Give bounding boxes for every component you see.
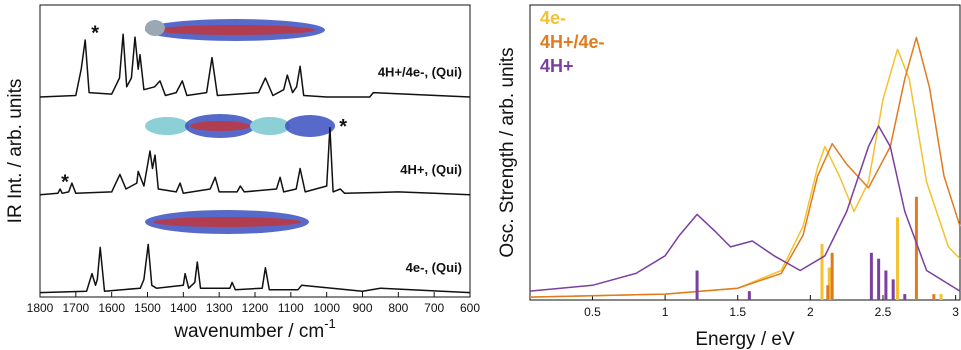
x-tick-label: 2 bbox=[807, 305, 814, 319]
molecule bbox=[145, 210, 309, 234]
molecule bbox=[145, 114, 335, 138]
y-axis-label: IR Int. / arb. units bbox=[5, 79, 26, 224]
x-tick-label: 800 bbox=[388, 301, 408, 315]
molecule bbox=[145, 19, 325, 41]
legend-entry: 4H+ bbox=[540, 56, 574, 76]
x-tick-label: 1200 bbox=[242, 301, 269, 315]
x-tick-label: 3 bbox=[952, 305, 959, 319]
y-axis-label: Osc. Strength / arb. units bbox=[497, 47, 518, 257]
x-tick-label: 1100 bbox=[278, 301, 304, 315]
spectrum-line bbox=[530, 126, 960, 291]
figure: 1800170016001500140013001200110010009008… bbox=[0, 0, 961, 350]
x-tick-label: 0.5 bbox=[584, 305, 601, 319]
annotation: * bbox=[61, 171, 69, 193]
x-tick-label: 2.5 bbox=[875, 305, 892, 319]
series-label: 4H+/4e-, (Qui) bbox=[378, 64, 462, 79]
series-label: 4H+, (Qui) bbox=[400, 162, 462, 177]
x-tick-label: 900 bbox=[352, 301, 372, 315]
x-axis-label: Energy / eV bbox=[695, 329, 795, 350]
x-tick-label: 1800 bbox=[27, 301, 54, 315]
legend-entry: 4e- bbox=[540, 8, 566, 28]
spectrum-line bbox=[40, 128, 470, 195]
x-tick-label: 1600 bbox=[98, 301, 125, 315]
molecule-decorations bbox=[145, 19, 335, 234]
legend-entry: 4H+/4e- bbox=[540, 32, 605, 52]
series-label: 4e-, (Qui) bbox=[406, 260, 462, 275]
x-tick-label: 1 bbox=[662, 305, 669, 319]
x-tick-label: 700 bbox=[424, 301, 444, 315]
x-axis-label-sup: -1 bbox=[324, 316, 336, 331]
plot-frame bbox=[40, 5, 470, 297]
x-tick-label: 1.5 bbox=[729, 305, 746, 319]
x-tick-label: 1300 bbox=[206, 301, 233, 315]
annotation: * bbox=[339, 116, 347, 138]
x-tick-label: 1500 bbox=[134, 301, 161, 315]
x-tick-label: 600 bbox=[460, 301, 480, 315]
x-tick-label: 1400 bbox=[170, 301, 197, 315]
x-tick-label: 1700 bbox=[62, 301, 89, 315]
x-axis-label: wavenumber / cm-1 bbox=[173, 316, 336, 342]
annotation: * bbox=[91, 22, 99, 44]
x-tick-label: 1000 bbox=[313, 301, 340, 315]
